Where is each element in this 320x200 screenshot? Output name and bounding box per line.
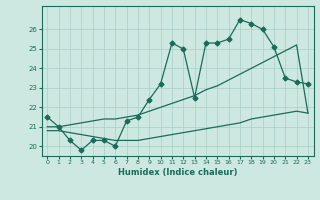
X-axis label: Humidex (Indice chaleur): Humidex (Indice chaleur) [118, 168, 237, 177]
